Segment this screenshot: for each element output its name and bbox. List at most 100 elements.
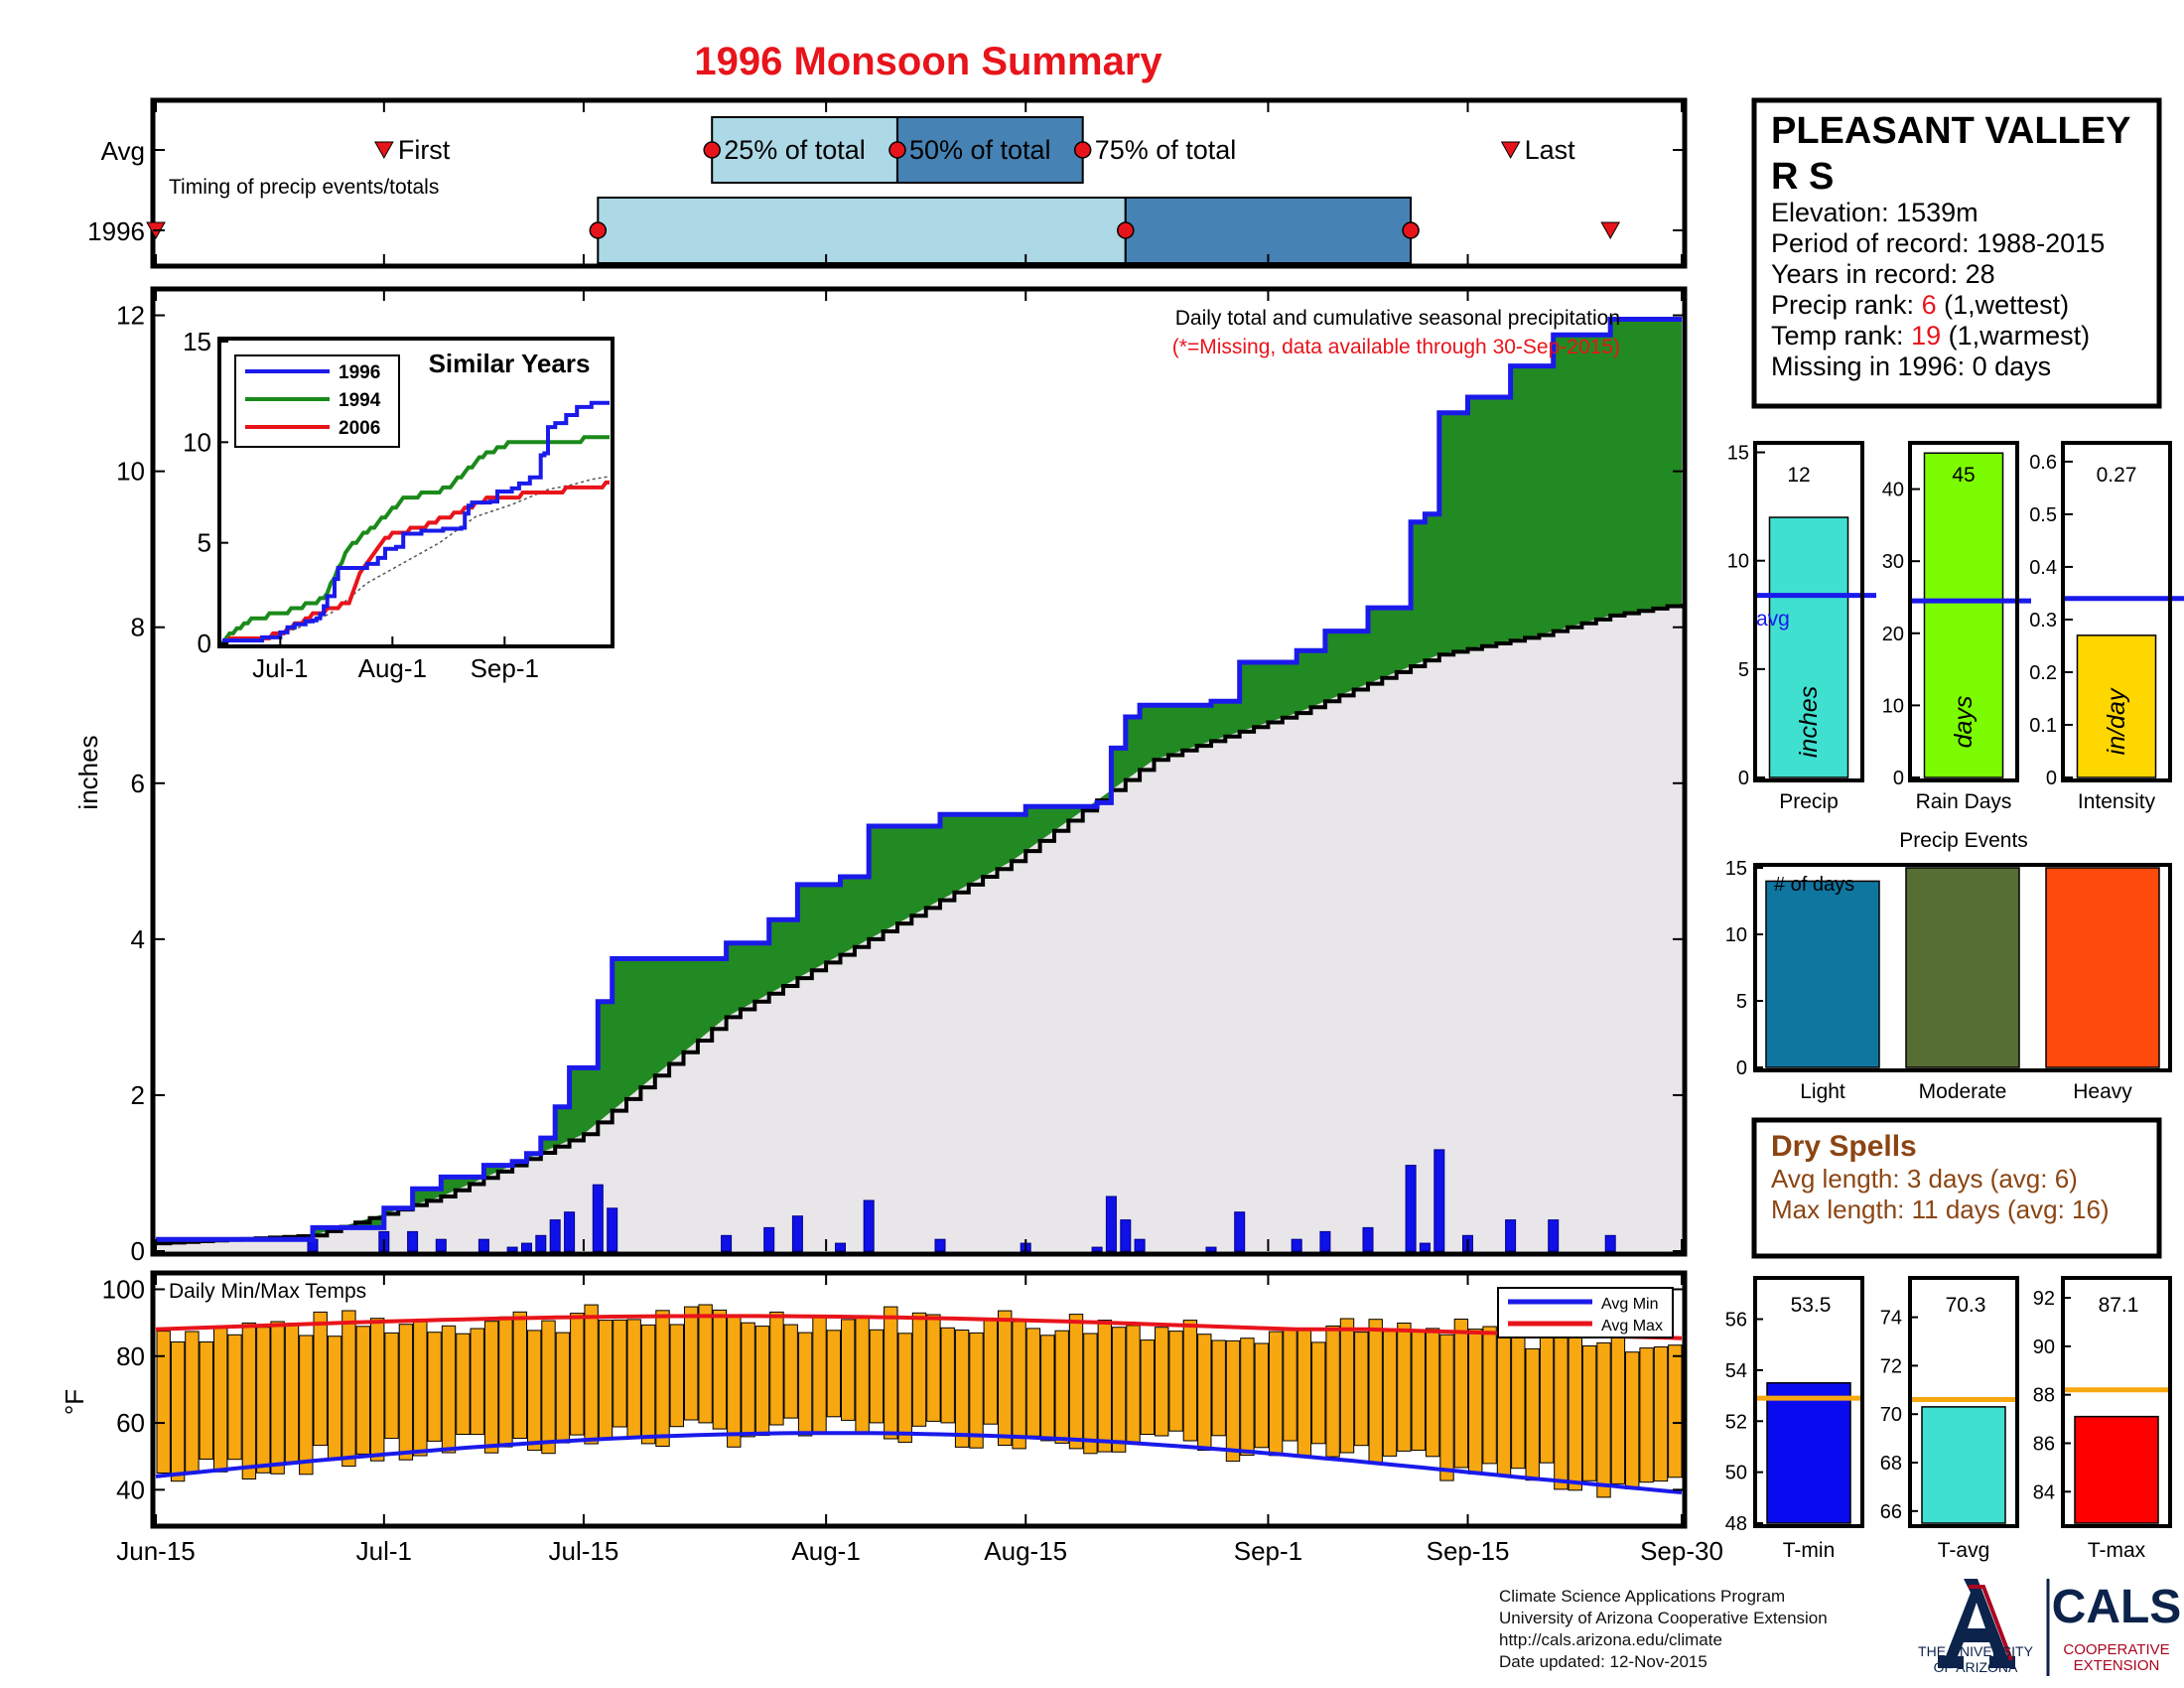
- daily-temp-bar: [527, 1330, 542, 1452]
- daily-precip-bar: [1505, 1219, 1517, 1252]
- timing-year-label: 1996: [87, 216, 145, 246]
- precip-avg-label: avg: [1756, 608, 1790, 631]
- legend-avg-max: Avg Max: [1601, 1318, 1663, 1335]
- main-y-tick-label: 2: [131, 1080, 145, 1110]
- last-event-marker: [1600, 221, 1621, 240]
- daily-temp-bar: [1211, 1339, 1226, 1437]
- daily-precip-bar: [435, 1238, 447, 1252]
- daily-temp-bar: [1511, 1323, 1526, 1470]
- avg-50-75-box: [895, 116, 1084, 184]
- daily-temp-bar: [983, 1319, 998, 1425]
- daily-temp-bar: [797, 1332, 813, 1437]
- daily-temp-bar: [698, 1304, 713, 1424]
- percent-marker: [589, 221, 608, 239]
- daily-precip-bar: [1091, 1246, 1103, 1252]
- inset-y-tick-label: 10: [183, 427, 211, 457]
- ua-logo-line2: OF ARIZONA: [1934, 1659, 2018, 1675]
- daily-temp-bar: [1197, 1334, 1212, 1451]
- daily-temp-bar: [427, 1332, 442, 1442]
- daily-temp-bar: [370, 1318, 385, 1462]
- inset-legend-label: 2006: [339, 418, 380, 439]
- daily-temp-bar: [1539, 1336, 1555, 1464]
- daily-temp-bar: [1439, 1334, 1454, 1481]
- daily-temp-bar: [156, 1331, 171, 1474]
- daily-precip-bar: [1291, 1238, 1302, 1252]
- tmax-bar: [2074, 1415, 2159, 1524]
- daily-temp-bar: [1040, 1335, 1055, 1442]
- percent-marker: [1117, 221, 1135, 239]
- rain-days-tick-label: 40: [1882, 480, 1904, 501]
- daily-precip-bar: [1433, 1149, 1445, 1252]
- temperature-panel: Daily Min/Max Temps °F Avg Min Avg Max 4…: [60, 100, 1723, 1566]
- daily-temp-bar: [1254, 1342, 1269, 1449]
- daily-precip-bar: [549, 1219, 561, 1252]
- daily-temp-bar: [998, 1310, 1013, 1446]
- daily-temp-bar: [185, 1331, 200, 1473]
- tmin-tick-label: 48: [1725, 1513, 1747, 1535]
- daily-precip-bar: [607, 1207, 618, 1252]
- daily-temp-bar: [1283, 1329, 1297, 1442]
- daily-temp-bar: [1012, 1321, 1026, 1450]
- tmax-axis-label: T-max: [2088, 1539, 2146, 1562]
- daily-temp-bar: [741, 1322, 755, 1438]
- precip-bar: [1768, 516, 1849, 778]
- x-tick-label: Sep-30: [1640, 1536, 1723, 1566]
- temp-legend-box: [1497, 1287, 1674, 1338]
- daily-temp-bar: [1168, 1331, 1183, 1432]
- temp-y-tick-label: 40: [116, 1475, 145, 1504]
- rain-days-tick-label: 10: [1882, 695, 1904, 717]
- cals-logo: CALS COOPERATIVE EXTENSION: [2052, 1581, 2182, 1674]
- tmax-tick-label: 92: [2033, 1288, 2055, 1310]
- station-precip-rank: Precip rank: 6 (1,wettest): [1771, 290, 2069, 320]
- year-50-75-box: [1124, 197, 1413, 264]
- dry-spells-box: Dry Spells Avg length: 3 days (avg: 6) M…: [1751, 1117, 2162, 1259]
- cals-line2: EXTENSION: [2074, 1657, 2160, 1674]
- main-y-tick-label: 6: [131, 769, 145, 798]
- daily-precip-bar: [1319, 1230, 1331, 1252]
- daily-precip-bar: [763, 1226, 775, 1252]
- intensity-tick-label: 0: [2046, 768, 2057, 789]
- rain-days-bar: [1923, 452, 2004, 778]
- inset-legend-label: 1996: [339, 362, 380, 383]
- missing-note: (*=Missing, data available through 30-Se…: [1172, 336, 1620, 358]
- tmax-tick-label: 84: [2033, 1481, 2055, 1503]
- event-bar-moderate: [1905, 867, 2020, 1068]
- daily-temp-bar: [969, 1332, 984, 1449]
- daily-precip-bar: [1419, 1242, 1431, 1252]
- tmin-tick-label: 54: [1725, 1360, 1747, 1382]
- last-label: Last: [1525, 135, 1576, 165]
- daily-temp-bar: [284, 1324, 300, 1464]
- precip-tick-label: 10: [1727, 551, 1749, 573]
- events-tick-label: 5: [1736, 991, 1747, 1013]
- daily-precip-bar: [1405, 1165, 1417, 1252]
- daily-temp-bar: [341, 1310, 356, 1468]
- daily-temp-bar: [1140, 1339, 1155, 1435]
- inset-line-1996: [222, 400, 610, 642]
- daily-temp-bar: [541, 1320, 556, 1455]
- first-label: First: [398, 135, 451, 165]
- daily-temp-bar: [413, 1320, 428, 1457]
- daily-temp-bar: [1240, 1337, 1255, 1457]
- daily-temp-bar: [812, 1315, 827, 1434]
- x-tick-label: Aug-1: [791, 1536, 860, 1566]
- percent-marker: [1073, 141, 1092, 159]
- daily-temp-bar: [483, 1321, 499, 1454]
- tavg-tick-label: 66: [1880, 1501, 1902, 1523]
- events-tick-label: 15: [1725, 858, 1747, 880]
- event-label: Light: [1800, 1080, 1845, 1103]
- station-elevation: Elevation: 1539m: [1771, 198, 1979, 227]
- daily-temp-bar: [199, 1341, 214, 1460]
- main-y-tick-label: 12: [116, 301, 145, 331]
- daily-temp-bar: [1339, 1318, 1355, 1454]
- daily-temp-bar: [1068, 1314, 1084, 1450]
- rain-days-value-label: 45: [1952, 464, 1975, 487]
- tavg-value-label: 70.3: [1946, 1294, 1986, 1317]
- intensity-tick-label: 0.5: [2029, 504, 2057, 526]
- average-cumulative-area: [156, 604, 1682, 1251]
- surplus-area: [156, 319, 1682, 1244]
- inset-x-tick-label: Aug-1: [358, 653, 427, 683]
- last-event-marker: [1500, 141, 1521, 160]
- daily-temp-bar: [1054, 1330, 1069, 1444]
- precip-unit-label: inches: [1795, 686, 1823, 758]
- intensity-unit-label: in/day: [2103, 687, 2130, 755]
